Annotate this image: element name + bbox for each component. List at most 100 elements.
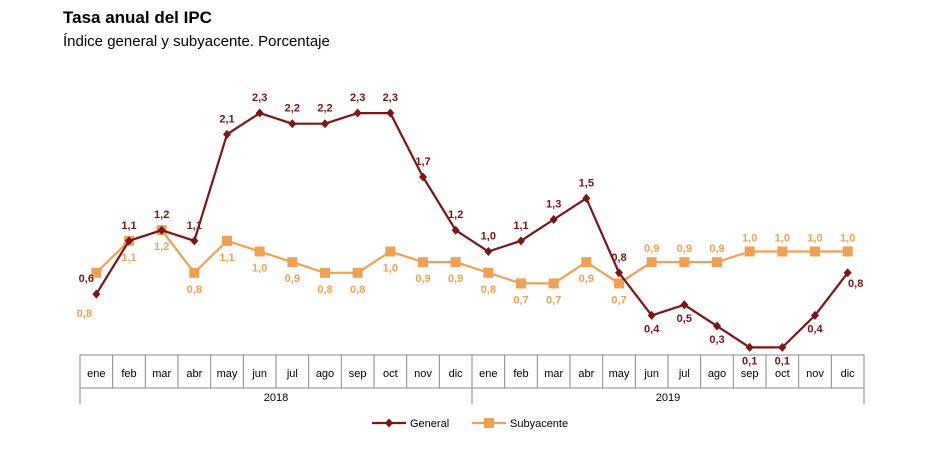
legend-subyacente-marker <box>484 418 494 428</box>
subyacente-point <box>646 257 657 268</box>
subyacente-data-label: 0,9 <box>448 273 463 285</box>
subyacente-point <box>712 257 722 268</box>
subyacente-point <box>679 257 690 268</box>
subyacente-data-label: 1,0 <box>775 233 790 245</box>
general-series-line <box>95 111 849 349</box>
general-data-label: 0,1 <box>742 355 757 367</box>
x-tick-label: ene <box>87 368 105 380</box>
subyacente-point <box>581 257 592 268</box>
subyacente-point <box>254 246 265 257</box>
general-point <box>386 108 395 118</box>
x-tick-label: jul <box>286 368 298 380</box>
general-point <box>223 129 231 139</box>
general-data-label: 1,7 <box>415 156 430 168</box>
general-data-label: 0,1 <box>775 355 790 367</box>
general-point <box>484 247 493 256</box>
general-point <box>549 215 558 225</box>
subyacente-data-label: 0,9 <box>677 243 692 255</box>
subyacente-point <box>450 257 461 268</box>
subyacente-point <box>352 267 363 278</box>
subyacente-data-label: 1,1 <box>219 252 234 264</box>
general-data-label: 1,0 <box>481 231 496 243</box>
general-point <box>157 225 166 235</box>
subyacente-data-label: 0,8 <box>350 284 365 296</box>
subyacente-data-label: 0,8 <box>317 284 332 296</box>
plot-area <box>91 108 853 352</box>
subyacente-point <box>516 278 526 289</box>
subyacente-point <box>744 246 755 257</box>
general-point <box>517 236 525 246</box>
general-point <box>647 310 656 320</box>
general-point <box>92 289 101 299</box>
x-tick-label: nov <box>414 368 432 380</box>
x-tick-label: ago <box>316 368 334 380</box>
general-data-label: 2,2 <box>317 103 332 115</box>
general-data-label: 1,2 <box>448 209 463 221</box>
x-tick-label: feb <box>121 368 136 380</box>
general-point <box>745 342 754 352</box>
subyacente-point <box>320 267 330 278</box>
subyacente-point <box>777 246 788 257</box>
x-axis: ene feb mar abr may jun jul ago sep oct nov dic ene f… <box>79 354 865 404</box>
subyacente-point <box>614 278 624 289</box>
subyacente-point <box>222 235 232 246</box>
chart-title: Tasa anual del IPC <box>63 8 212 27</box>
subyacente-series-line <box>95 229 848 285</box>
subyacente-data-label: 0,7 <box>611 294 626 306</box>
general-data-label: 0,8 <box>848 278 863 290</box>
general-data-label: 1,1 <box>513 220 528 232</box>
general-data-label: 1,3 <box>546 199 561 211</box>
subyacente-data-label: 0,9 <box>709 243 724 255</box>
subyacente-point <box>810 246 820 257</box>
general-point <box>255 108 264 118</box>
general-data-label: 1,1 <box>187 220 202 232</box>
year-label: 2018 <box>264 392 288 404</box>
x-tick-label: mar <box>544 368 563 380</box>
x-tick-label: may <box>217 368 238 380</box>
x-tick-label: mar <box>152 368 171 380</box>
subyacente-data-label: 1,1 <box>121 252 136 264</box>
legend: General Subyacente <box>372 418 568 430</box>
general-point <box>353 108 362 118</box>
legend-general-label: General <box>410 418 449 430</box>
x-tick-label: dic <box>841 368 856 380</box>
subyacente-point <box>418 257 428 268</box>
general-point <box>582 193 591 203</box>
x-tick-label: jul <box>678 368 690 380</box>
data-labels: 0,6 1,1 1,2 1,1 2,1 2,3 2,2 2,2 2,3 2,3 1,7 1,2 1,0 1… <box>77 92 864 367</box>
general-point <box>125 236 133 246</box>
general-data-label: 0,8 <box>611 252 626 264</box>
general-point <box>321 119 329 129</box>
x-tick-label: nov <box>806 368 824 380</box>
x-tick-label: abr <box>186 368 202 380</box>
general-data-label: 1,1 <box>121 220 136 232</box>
x-tick-label: feb <box>513 368 528 380</box>
general-point <box>288 119 297 129</box>
subyacente-data-label: 0,9 <box>644 243 659 255</box>
subyacente-data-label: 0,8 <box>481 284 496 296</box>
subyacente-data-label: 0,9 <box>285 273 300 285</box>
x-tick-label: sep <box>349 368 367 380</box>
subyacente-data-label: 1,0 <box>807 233 822 245</box>
subyacente-data-label: 1,0 <box>252 263 267 275</box>
general-point <box>843 268 852 278</box>
subyacente-point <box>385 246 396 257</box>
subyacente-point <box>842 246 853 257</box>
subyacente-point <box>483 267 494 278</box>
x-tick-label: dic <box>449 368 464 380</box>
x-tick-label: sep <box>741 368 759 380</box>
general-data-label: 2,3 <box>383 92 398 104</box>
x-tick-label: ene <box>479 368 497 380</box>
subyacente-data-label: 0,8 <box>187 284 202 296</box>
general-point <box>615 268 623 278</box>
subyacente-point <box>287 257 298 268</box>
legend-general-marker <box>385 418 393 428</box>
subyacente-point <box>189 267 200 278</box>
general-data-label: 2,3 <box>252 92 267 104</box>
general-data-label: 0,6 <box>79 273 94 285</box>
subyacente-data-label: 1,2 <box>154 241 169 253</box>
x-tick-label: ago <box>708 368 726 380</box>
general-data-label: 2,3 <box>350 92 365 104</box>
general-data-label: 1,5 <box>579 177 594 189</box>
legend-subyacente-label: Subyacente <box>510 418 568 430</box>
